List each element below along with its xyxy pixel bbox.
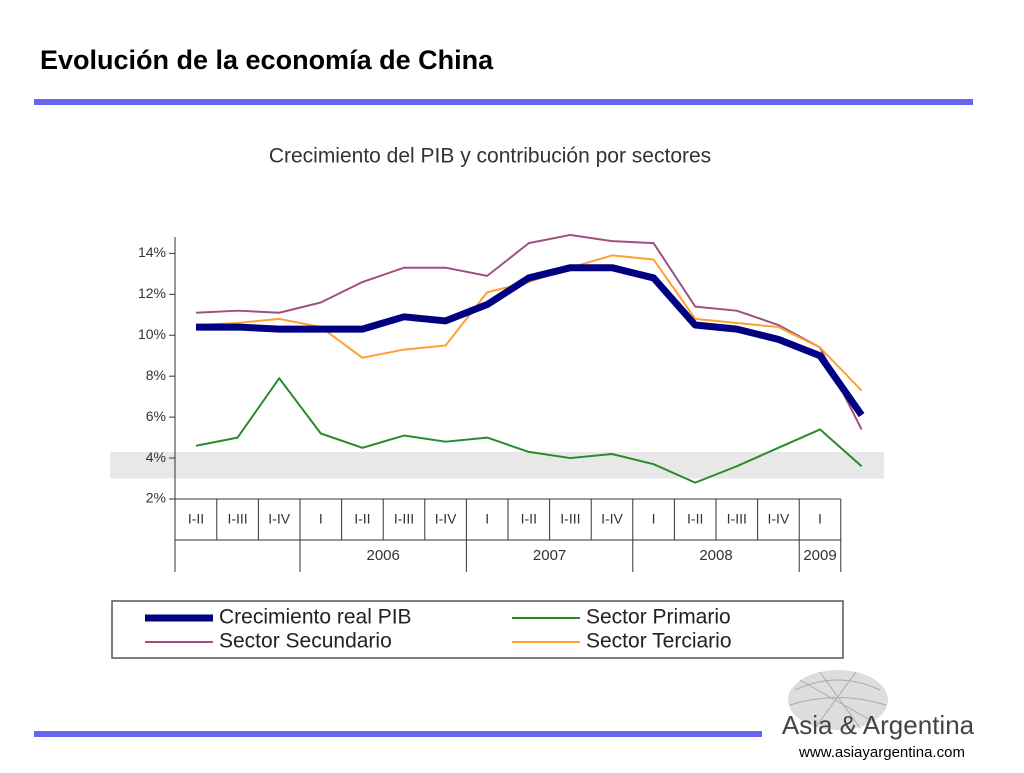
globe: [788, 670, 888, 730]
shaded-band: [110, 451, 884, 479]
y-tick-label: 12%: [138, 285, 166, 301]
x-tick-label: I: [319, 511, 323, 527]
x-tick-label: I-II: [354, 511, 370, 527]
x-group-label: 2006: [367, 547, 400, 564]
x-tick-label: I-III: [727, 511, 747, 527]
bottom-rule: [34, 731, 762, 737]
y-tick-label: 10%: [138, 326, 166, 342]
x-tick-label: I-II: [521, 511, 537, 527]
x-group-label: 2009: [803, 547, 836, 564]
y-tick-label: 6%: [146, 408, 166, 424]
x-tick-label: I-IV: [768, 511, 790, 527]
legend-label: Sector Secundario: [219, 630, 392, 653]
y-tick-label: 2%: [146, 490, 166, 506]
y-tick-label: 4%: [146, 449, 166, 465]
logo-globe: [788, 670, 888, 730]
x-tick-label: I-III: [394, 511, 414, 527]
x-tick-label: I-III: [560, 511, 580, 527]
legend-label: Crecimiento real PIB: [219, 606, 412, 629]
legend-label: Sector Terciario: [586, 630, 732, 653]
y-tick-label: 8%: [146, 367, 166, 383]
globe-lines: [789, 671, 887, 729]
y-tick-label: 14%: [138, 244, 166, 260]
top-rule: [34, 99, 973, 105]
x-tick-label: I-IV: [268, 511, 290, 527]
logo-name: Asia & Argentina: [782, 710, 975, 740]
x-tick-label: I-III: [227, 511, 247, 527]
series-line: [196, 264, 865, 418]
x-group-label: 2007: [533, 547, 566, 564]
x-tick-label: I-II: [687, 511, 703, 527]
x-tick-label: I-II: [188, 511, 204, 527]
x-group-label: 2008: [699, 547, 732, 564]
x-tick-label: I: [652, 511, 656, 527]
x-tick-label: I: [818, 511, 822, 527]
x-tick-label: I-IV: [601, 511, 623, 527]
logo-url: www.asiayargentina.com: [798, 744, 965, 761]
chart-title: Crecimiento del PIB y contribución por s…: [269, 145, 711, 168]
series-line: [195, 377, 863, 484]
series-line: [195, 233, 863, 430]
slide-title: Evolución de la economía de China: [40, 45, 494, 75]
x-tick-label: I: [485, 511, 489, 527]
legend-label: Sector Primario: [586, 606, 731, 629]
legend-box: [111, 600, 844, 659]
x-tick-label: I-IV: [435, 511, 457, 527]
